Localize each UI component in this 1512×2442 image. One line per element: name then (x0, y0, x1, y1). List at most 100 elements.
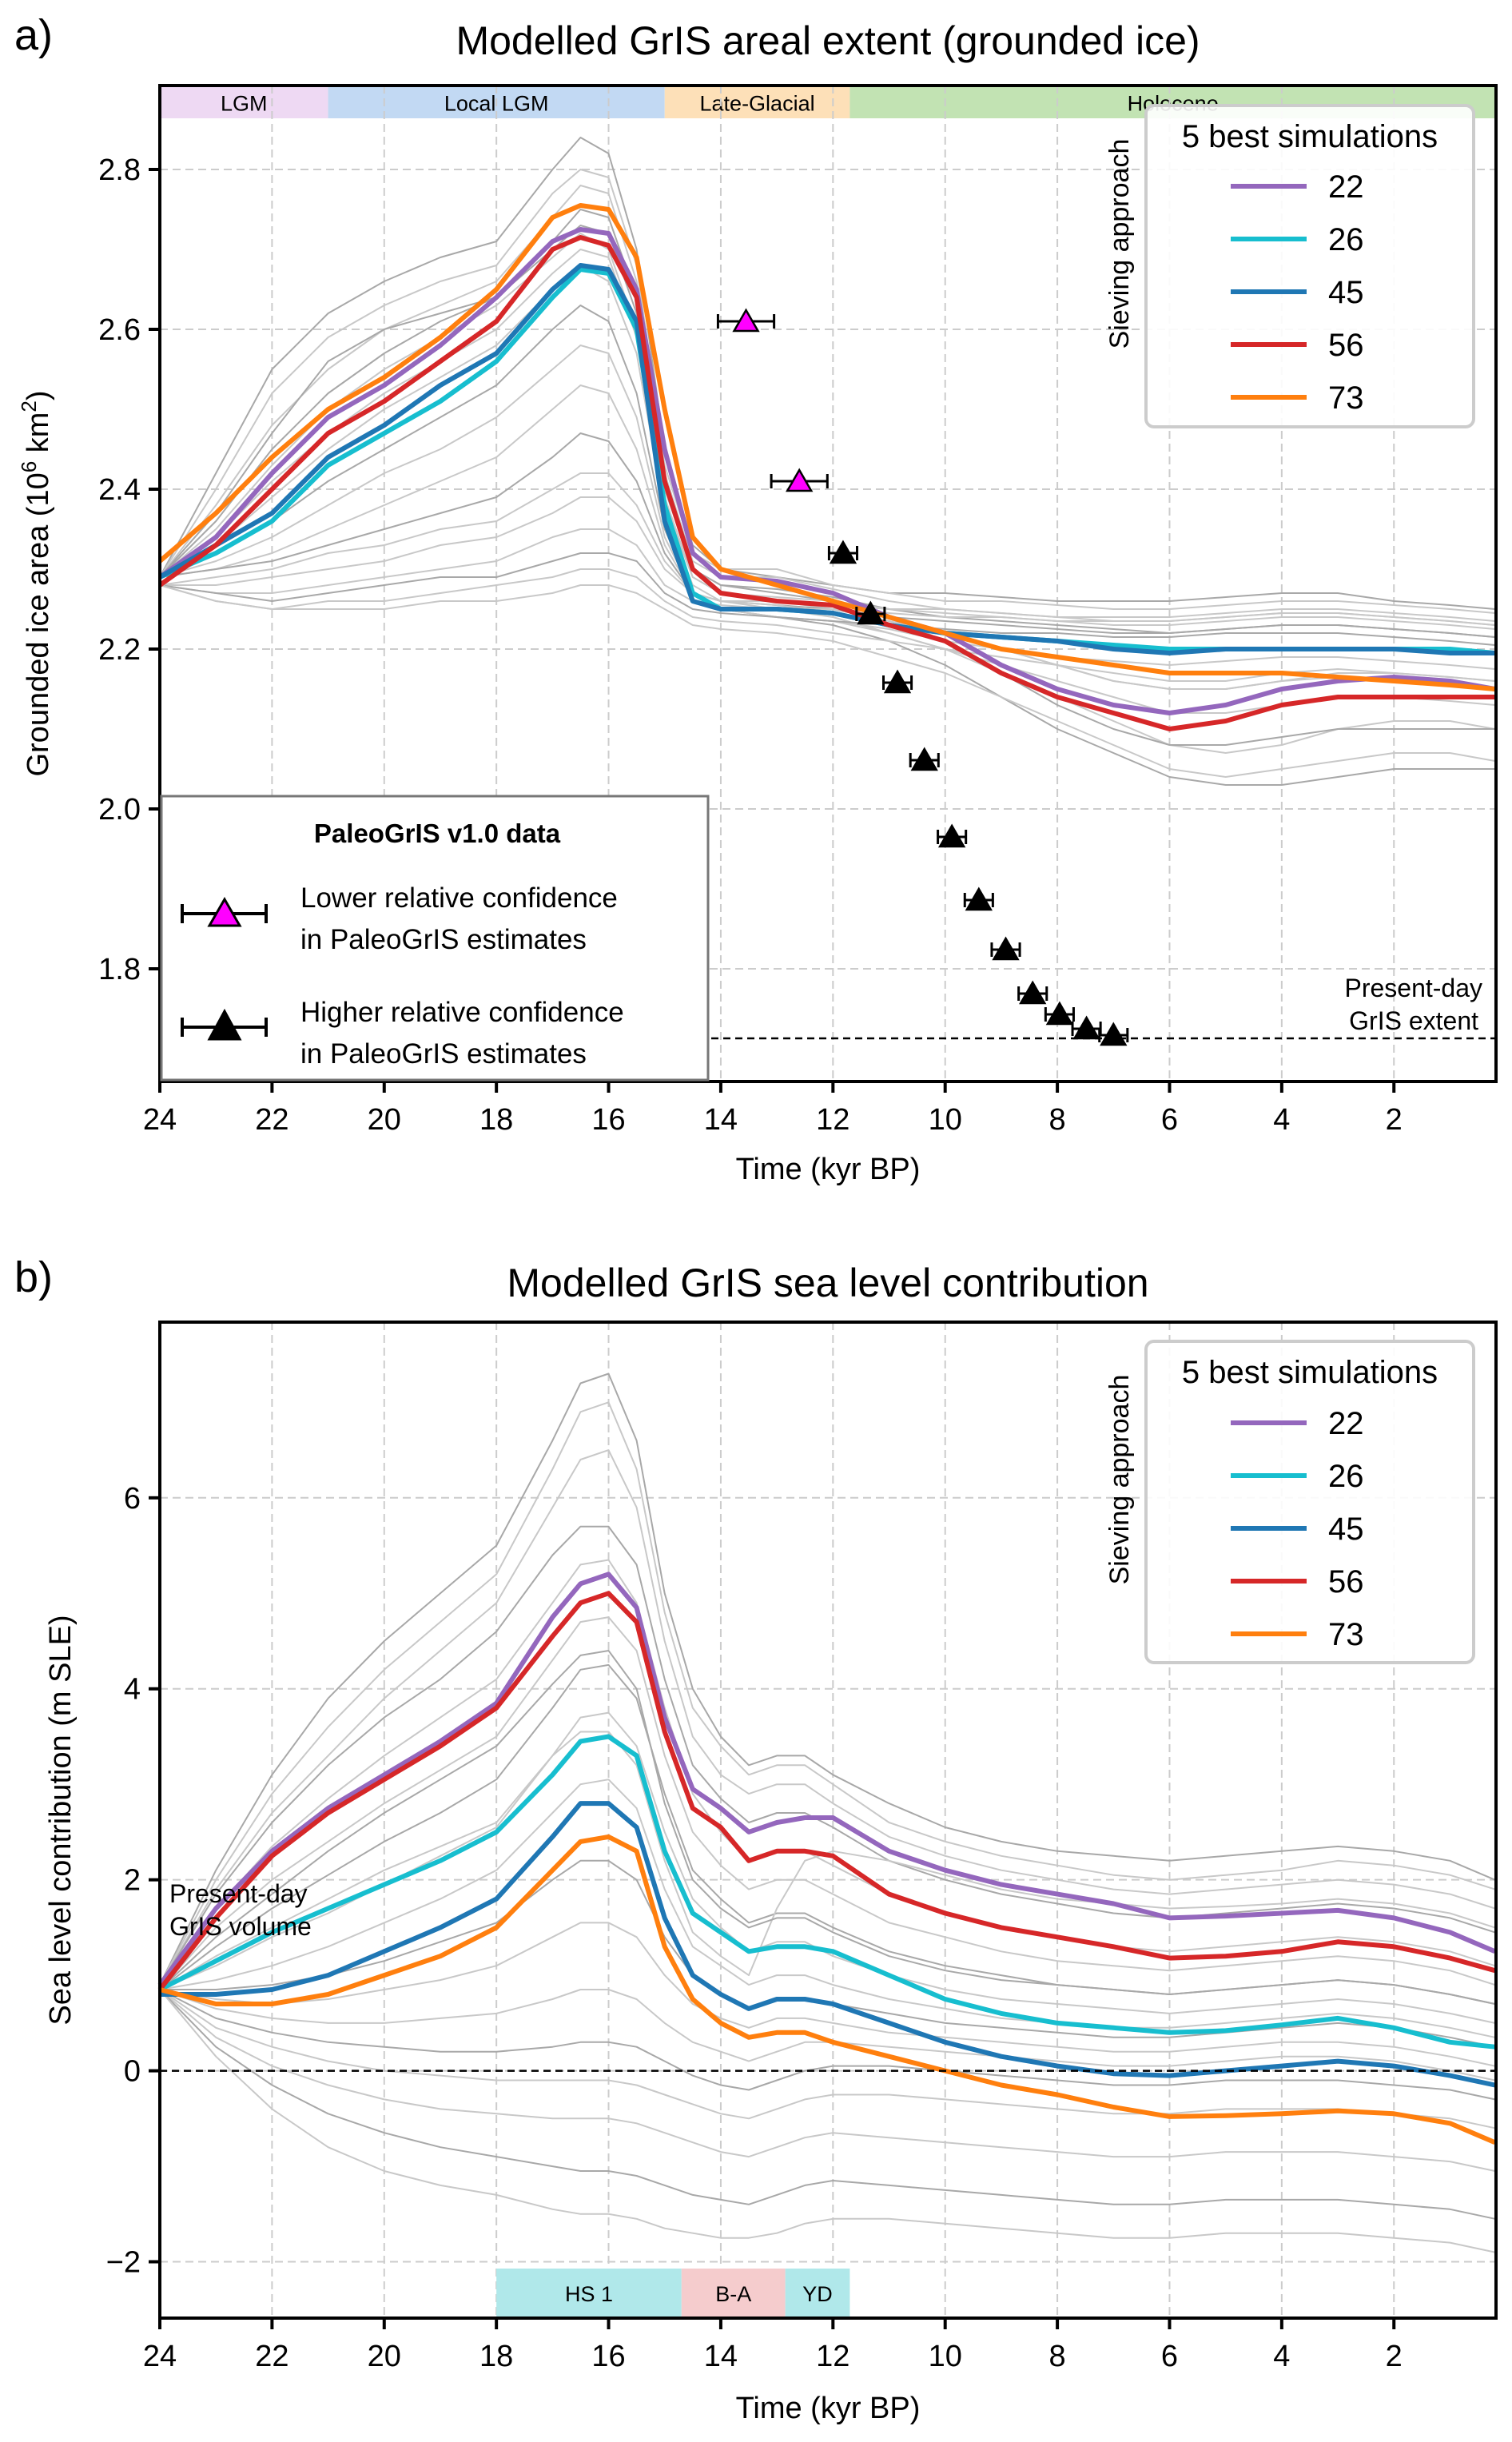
ensemble-line (159, 1650, 1495, 2005)
band-hs-1 (496, 2269, 682, 2318)
x-tick-label: 24 (143, 1103, 177, 1137)
x-tick-label: 18 (479, 1103, 513, 1137)
x-tick-label: 22 (255, 1103, 288, 1137)
band-lgm (160, 87, 328, 118)
legend-side-label: Sieving approach (1104, 139, 1135, 349)
ensemble-line (159, 1779, 1495, 2038)
ensemble-line (159, 1922, 1495, 2067)
paleogris-points (716, 308, 1129, 1046)
x-tick-label: 2 (1386, 1103, 1403, 1137)
higher-confidence-label-1: Higher relative confidence (300, 997, 624, 1028)
y-tick-label: 2.0 (98, 793, 141, 827)
reference-label-2: GrIS volume (169, 1912, 312, 1941)
legend-title: 5 best simulations (1182, 119, 1438, 154)
data-point-marker (732, 308, 760, 333)
series-line-26 (158, 1734, 1495, 2050)
x-tick-label: 4 (1273, 1103, 1290, 1137)
band-yd (785, 2269, 850, 2318)
ensemble-line (159, 584, 1495, 778)
legend-label-45: 45 (1328, 275, 1364, 310)
panel-b: b) Modelled GrIS sea level contribution … (14, 1253, 1498, 2425)
legend-frame (1144, 1340, 1475, 1664)
band-late-glacial (664, 87, 850, 118)
x-tick-label: 6 (1161, 1103, 1178, 1137)
ensemble-line (159, 1449, 1495, 1986)
data-point-marker (965, 886, 993, 911)
x-tick-label: 20 (368, 2340, 401, 2373)
series-line-56 (157, 1591, 1496, 1991)
ensemble-line (159, 137, 1495, 610)
x-axis-label: Time (kyr BP) (736, 2392, 921, 2425)
band-b-a (681, 2269, 786, 2318)
series-line-73 (159, 1834, 1496, 2145)
band-label: LGM (221, 92, 268, 116)
legend-label-22: 22 (1328, 169, 1364, 205)
y-tick-label: 2.8 (98, 153, 141, 187)
x-tick-label: 6 (1161, 2340, 1178, 2373)
panel-a-title: Modelled GrIS areal extent (grounded ice… (456, 18, 1200, 63)
ensemble-line (159, 1525, 1495, 1986)
data-point-marker (1072, 1015, 1100, 1040)
x-tick-label: 20 (368, 1103, 401, 1137)
x-tick-label: 8 (1049, 2340, 1066, 2373)
x-tick-label: 10 (929, 1103, 962, 1137)
band-label: Late-Glacial (700, 92, 815, 116)
plot-frame (158, 1321, 1498, 2320)
x-tick-label: 10 (929, 2340, 962, 2373)
reference-label-1: Present-day (1344, 974, 1482, 1002)
ensemble-line (159, 1401, 1495, 1986)
ensemble-lines (159, 137, 1495, 786)
ensemble-line (159, 1989, 1495, 2172)
x-tick-label: 12 (816, 2340, 850, 2373)
x-tick-label: 14 (704, 1103, 738, 1137)
panel-letter-a: a) (14, 11, 53, 59)
data-point-marker (937, 823, 966, 848)
ensemble-line (159, 1989, 1495, 2129)
series-line-73 (158, 203, 1495, 691)
axis-ticks: 24 22 20 18 16 14 12 10 8 6 4 2 1.8 2.0 2.2 2.4 2.6 2.8 (98, 153, 1403, 1137)
ensemble-line (159, 552, 1495, 646)
higher-confidence-marker (181, 1008, 268, 1041)
ensemble-line (160, 496, 1495, 622)
highlighted-series (157, 1572, 1496, 2145)
ensemble-line (159, 384, 1495, 670)
data-legend-title: PaleoGrIS v1.0 data (314, 819, 561, 848)
series-line-45 (158, 263, 1495, 655)
legend-label-73: 73 (1328, 380, 1364, 416)
ensemble-line (159, 472, 1495, 690)
lower-confidence-label-2: in PaleoGrIS estimates (300, 924, 587, 955)
highlighted-series (158, 203, 1496, 731)
series-line-45 (160, 1801, 1496, 2088)
y-tick-label: 2.4 (98, 473, 141, 507)
panel-letter-b: b) (14, 1253, 53, 1301)
ensemble-line (159, 1989, 1495, 2101)
data-legend-frame (160, 795, 710, 1082)
reference-label-1: Present-day (169, 1879, 308, 1908)
data-point-marker (786, 468, 814, 492)
x-tick-label: 8 (1049, 1103, 1066, 1137)
y-tick-label: 2 (124, 1864, 141, 1898)
panel-b-title: Modelled GrIS sea level contribution (507, 1261, 1148, 1305)
ensemble-line (159, 265, 1495, 754)
x-tick-label: 14 (704, 2340, 738, 2373)
x-tick-label: 18 (479, 2340, 513, 2373)
series-line-56 (158, 235, 1495, 731)
simulations-legend: Sieving approach 5 best simulations 22 26… (1104, 1340, 1475, 1664)
data-point-marker (883, 669, 912, 694)
band-label: HS 1 (565, 2282, 613, 2306)
simulations-legend: Sieving approach 5 best simulations 22 26… (1104, 104, 1475, 428)
higher-confidence-label-2: in PaleoGrIS estimates (300, 1038, 587, 1070)
legend-label-56: 56 (1328, 1564, 1364, 1599)
legend-label-22: 22 (1328, 1406, 1364, 1441)
x-tick-label: 12 (816, 1103, 850, 1137)
y-axis-label: Sea level contribution (m SLE) (44, 1615, 78, 2025)
legend-label-45: 45 (1328, 1512, 1364, 1547)
ensemble-line (159, 1989, 1495, 2253)
band-label: B-A (715, 2282, 751, 2306)
paleogris-legend: PaleoGrIS v1.0 data Lower relative confi… (160, 795, 710, 1082)
legend-label-26: 26 (1328, 1459, 1364, 1494)
x-tick-label: 2 (1386, 2340, 1403, 2373)
data-point-marker (857, 600, 885, 625)
ensemble-line (159, 225, 1495, 746)
